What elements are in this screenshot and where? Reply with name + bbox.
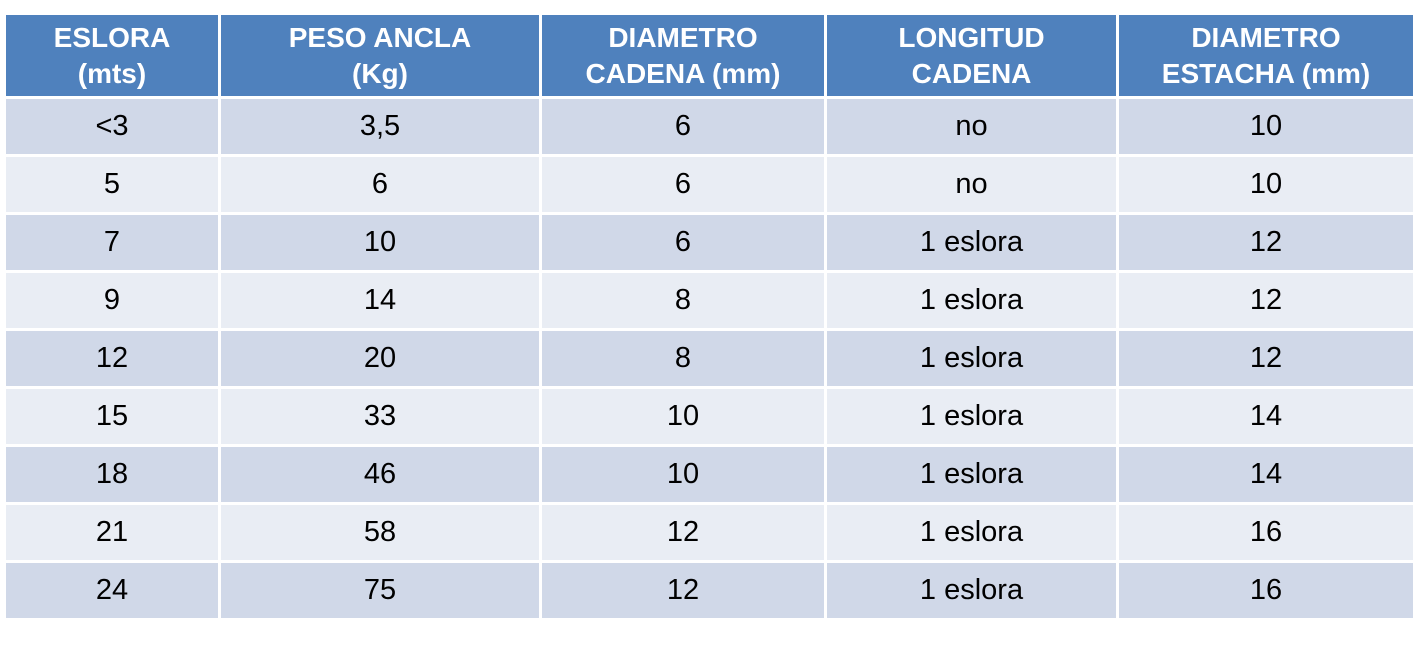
table-cell: 12 (1116, 328, 1415, 389)
header-cell: PESO ANCLA (Kg) (218, 12, 542, 99)
table-cell: <3 (3, 96, 221, 157)
table-cell: 15 (3, 386, 221, 447)
table-cell: 6 (539, 212, 827, 273)
table-cell: 10 (1116, 154, 1415, 215)
table-cell: 1 eslora (824, 444, 1119, 505)
table-cell: 12 (3, 328, 221, 389)
table-cell: 10 (218, 212, 542, 273)
table-cell: 1 eslora (824, 560, 1119, 621)
header-row: ESLORA (mts) PESO ANCLA (Kg) DIAMETRO CADE… (3, 12, 1415, 99)
table-cell: 12 (539, 502, 827, 563)
table-cell: 14 (218, 270, 542, 331)
table-cell: 1 eslora (824, 386, 1119, 447)
table-row: 18 46 10 1 eslora 14 (3, 444, 1415, 505)
table-cell: 16 (1116, 560, 1415, 621)
table-cell: 12 (1116, 212, 1415, 273)
table-row: 7 10 6 1 eslora 12 (3, 212, 1415, 273)
table-row: <3 3,5 6 no 10 (3, 96, 1415, 157)
header-cell: DIAMETRO CADENA (mm) (539, 12, 827, 99)
table-row: 5 6 6 no 10 (3, 154, 1415, 215)
table-cell: 12 (539, 560, 827, 621)
table-cell: 21 (3, 502, 221, 563)
table-row: 9 14 8 1 eslora 12 (3, 270, 1415, 331)
table-cell: 3,5 (218, 96, 542, 157)
table-cell: 1 eslora (824, 270, 1119, 331)
table-cell: 1 eslora (824, 328, 1119, 389)
table-cell: no (824, 154, 1119, 215)
table-row: 15 33 10 1 eslora 14 (3, 386, 1415, 447)
table-cell: 18 (3, 444, 221, 505)
anchor-table: ESLORA (mts) PESO ANCLA (Kg) DIAMETRO CADE… (3, 12, 1415, 621)
table-cell: 9 (3, 270, 221, 331)
header-cell: LONGITUD CADENA (824, 12, 1119, 99)
header-cell: ESLORA (mts) (3, 12, 221, 99)
table-cell: 5 (3, 154, 221, 215)
table-cell: 7 (3, 212, 221, 273)
table-row: 12 20 8 1 eslora 12 (3, 328, 1415, 389)
table-cell: 10 (1116, 96, 1415, 157)
table-cell: no (824, 96, 1119, 157)
table-row: 24 75 12 1 eslora 16 (3, 560, 1415, 621)
table-cell: 1 eslora (824, 212, 1119, 273)
table-cell: 8 (539, 270, 827, 331)
table-cell: 33 (218, 386, 542, 447)
table-cell: 24 (3, 560, 221, 621)
table-cell: 16 (1116, 502, 1415, 563)
table-cell: 10 (539, 386, 827, 447)
table-cell: 12 (1116, 270, 1415, 331)
table-cell: 14 (1116, 386, 1415, 447)
table-cell: 6 (218, 154, 542, 215)
table-cell: 20 (218, 328, 542, 389)
table-row: 21 58 12 1 eslora 16 (3, 502, 1415, 563)
table-body: <3 3,5 6 no 10 5 6 6 no 10 7 10 6 1 eslora 12 9 14 8 1 esl… (3, 96, 1415, 621)
table-cell: 46 (218, 444, 542, 505)
table-cell: 6 (539, 96, 827, 157)
table-cell: 10 (539, 444, 827, 505)
table-cell: 8 (539, 328, 827, 389)
table-cell: 6 (539, 154, 827, 215)
table-cell: 14 (1116, 444, 1415, 505)
header-cell: DIAMETRO ESTACHA (mm) (1116, 12, 1415, 99)
table-cell: 58 (218, 502, 542, 563)
table-cell: 1 eslora (824, 502, 1119, 563)
table-cell: 75 (218, 560, 542, 621)
